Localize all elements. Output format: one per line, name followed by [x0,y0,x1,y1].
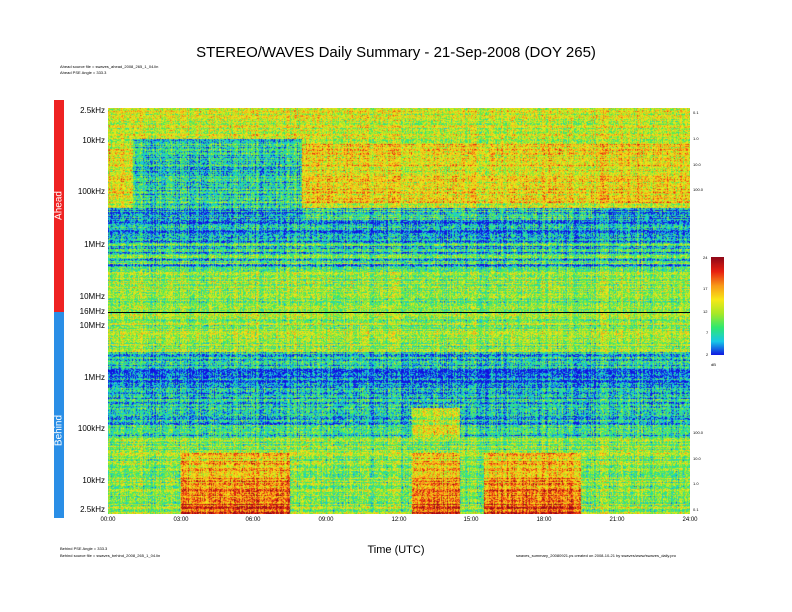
ahead-angle-note: Ahead PSE Angle = 333.3 [60,70,107,75]
ytick-ahead-10kHz: 10kHz [82,136,105,145]
ytick-ahead-2.5kHz: 2.5kHz [80,106,105,115]
ahead-bar [54,100,64,312]
xtick-1800: 18:00 [536,517,552,523]
rtick-behind-1: 10.0 [693,456,701,461]
ytick-ahead-100kHz: 100kHz [77,187,105,196]
rtick-behind-0: 100.0 [693,430,704,435]
xtick-0900: 09:00 [318,517,334,523]
rtick-ahead-3: 100.0 [693,187,704,192]
xtick-0300: 03:00 [173,517,189,523]
ytick-ahead-1MHz: 1MHz [84,240,105,249]
cbar-tick-2: 2 [706,352,709,357]
behind-bar [54,312,64,518]
x-axis-label: Time (UTC) [367,544,425,556]
cbar-unit: dB [711,362,716,367]
ytick-behind-10kHz: 10kHz [82,476,105,485]
ytick-ahead-16MHz: 16MHz [79,307,105,316]
xtick-1200: 12:00 [391,517,407,523]
rtick-ahead-0: 0.1 [693,110,699,115]
rtick-ahead-1: 1.0 [693,136,699,141]
ahead-source-note: Ahead source file = swaves_ahead_2008_26… [60,64,159,69]
ytick-behind-100kHz: 100kHz [77,424,105,433]
behind-angle-note: Behind PSE Angle = 333.3 [60,546,108,551]
rtick-behind-2: 1.0 [693,481,699,486]
cbar-tick-12: 12 [703,309,708,314]
ytick-behind-10MHz: 10MHz [79,321,105,330]
cbar-tick-24: 24 [703,255,708,260]
spectrogram-plot [108,108,690,514]
xtick-0600: 06:00 [245,517,261,523]
rtick-behind-3: 0.1 [693,507,699,512]
xtick-2400: 24:00 [682,517,698,523]
ytick-behind-2.5kHz: 2.5kHz [80,505,105,514]
ytick-ahead-10MHz: 10MHz [79,292,105,301]
xtick-2100: 21:00 [609,517,625,523]
cbar-tick-7: 7 [706,330,709,335]
xtick-1500: 15:00 [463,517,479,523]
rtick-ahead-2: 10.0 [693,162,701,167]
ytick-behind-1MHz: 1MHz [84,373,105,382]
created-note: swaves_summary_20080921.ps created on 20… [516,553,677,558]
behind-source-note: Behind source file = swaves_behind_2008_… [60,553,161,558]
colorbar [711,257,724,355]
cbar-tick-17: 17 [703,286,708,291]
chart-title: STEREO/WAVES Daily Summary - 21-Sep-2008… [196,44,596,61]
panel-divider [108,312,690,313]
xtick-0000: 00:00 [100,517,116,523]
